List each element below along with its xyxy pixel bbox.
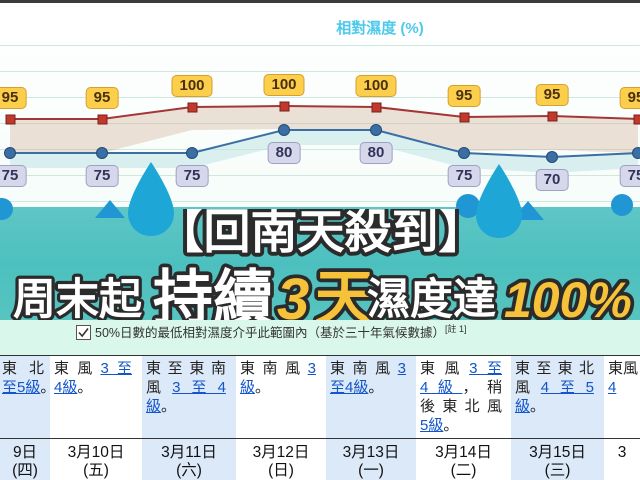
- svg-text:濕度達: 濕度達: [367, 276, 496, 324]
- svg-text:周末起: 周末起: [13, 276, 143, 324]
